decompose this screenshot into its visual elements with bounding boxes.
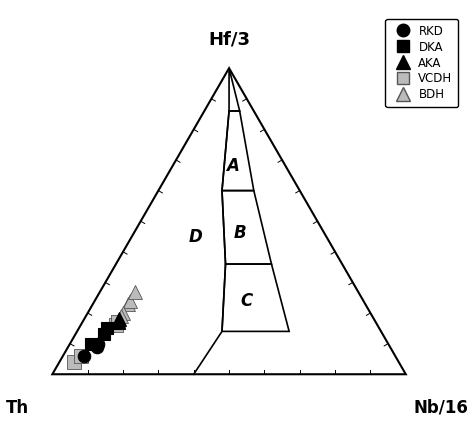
Text: D: D bbox=[189, 228, 202, 246]
Text: Th: Th bbox=[5, 399, 28, 417]
Text: C: C bbox=[241, 292, 253, 310]
Legend: RKD, DKA, AKA, VCDH, BDH: RKD, DKA, AKA, VCDH, BDH bbox=[385, 19, 458, 107]
Text: B: B bbox=[233, 224, 246, 243]
Text: A: A bbox=[226, 157, 239, 175]
Text: Hf/3: Hf/3 bbox=[208, 31, 250, 49]
Text: Nb/16: Nb/16 bbox=[414, 399, 469, 417]
